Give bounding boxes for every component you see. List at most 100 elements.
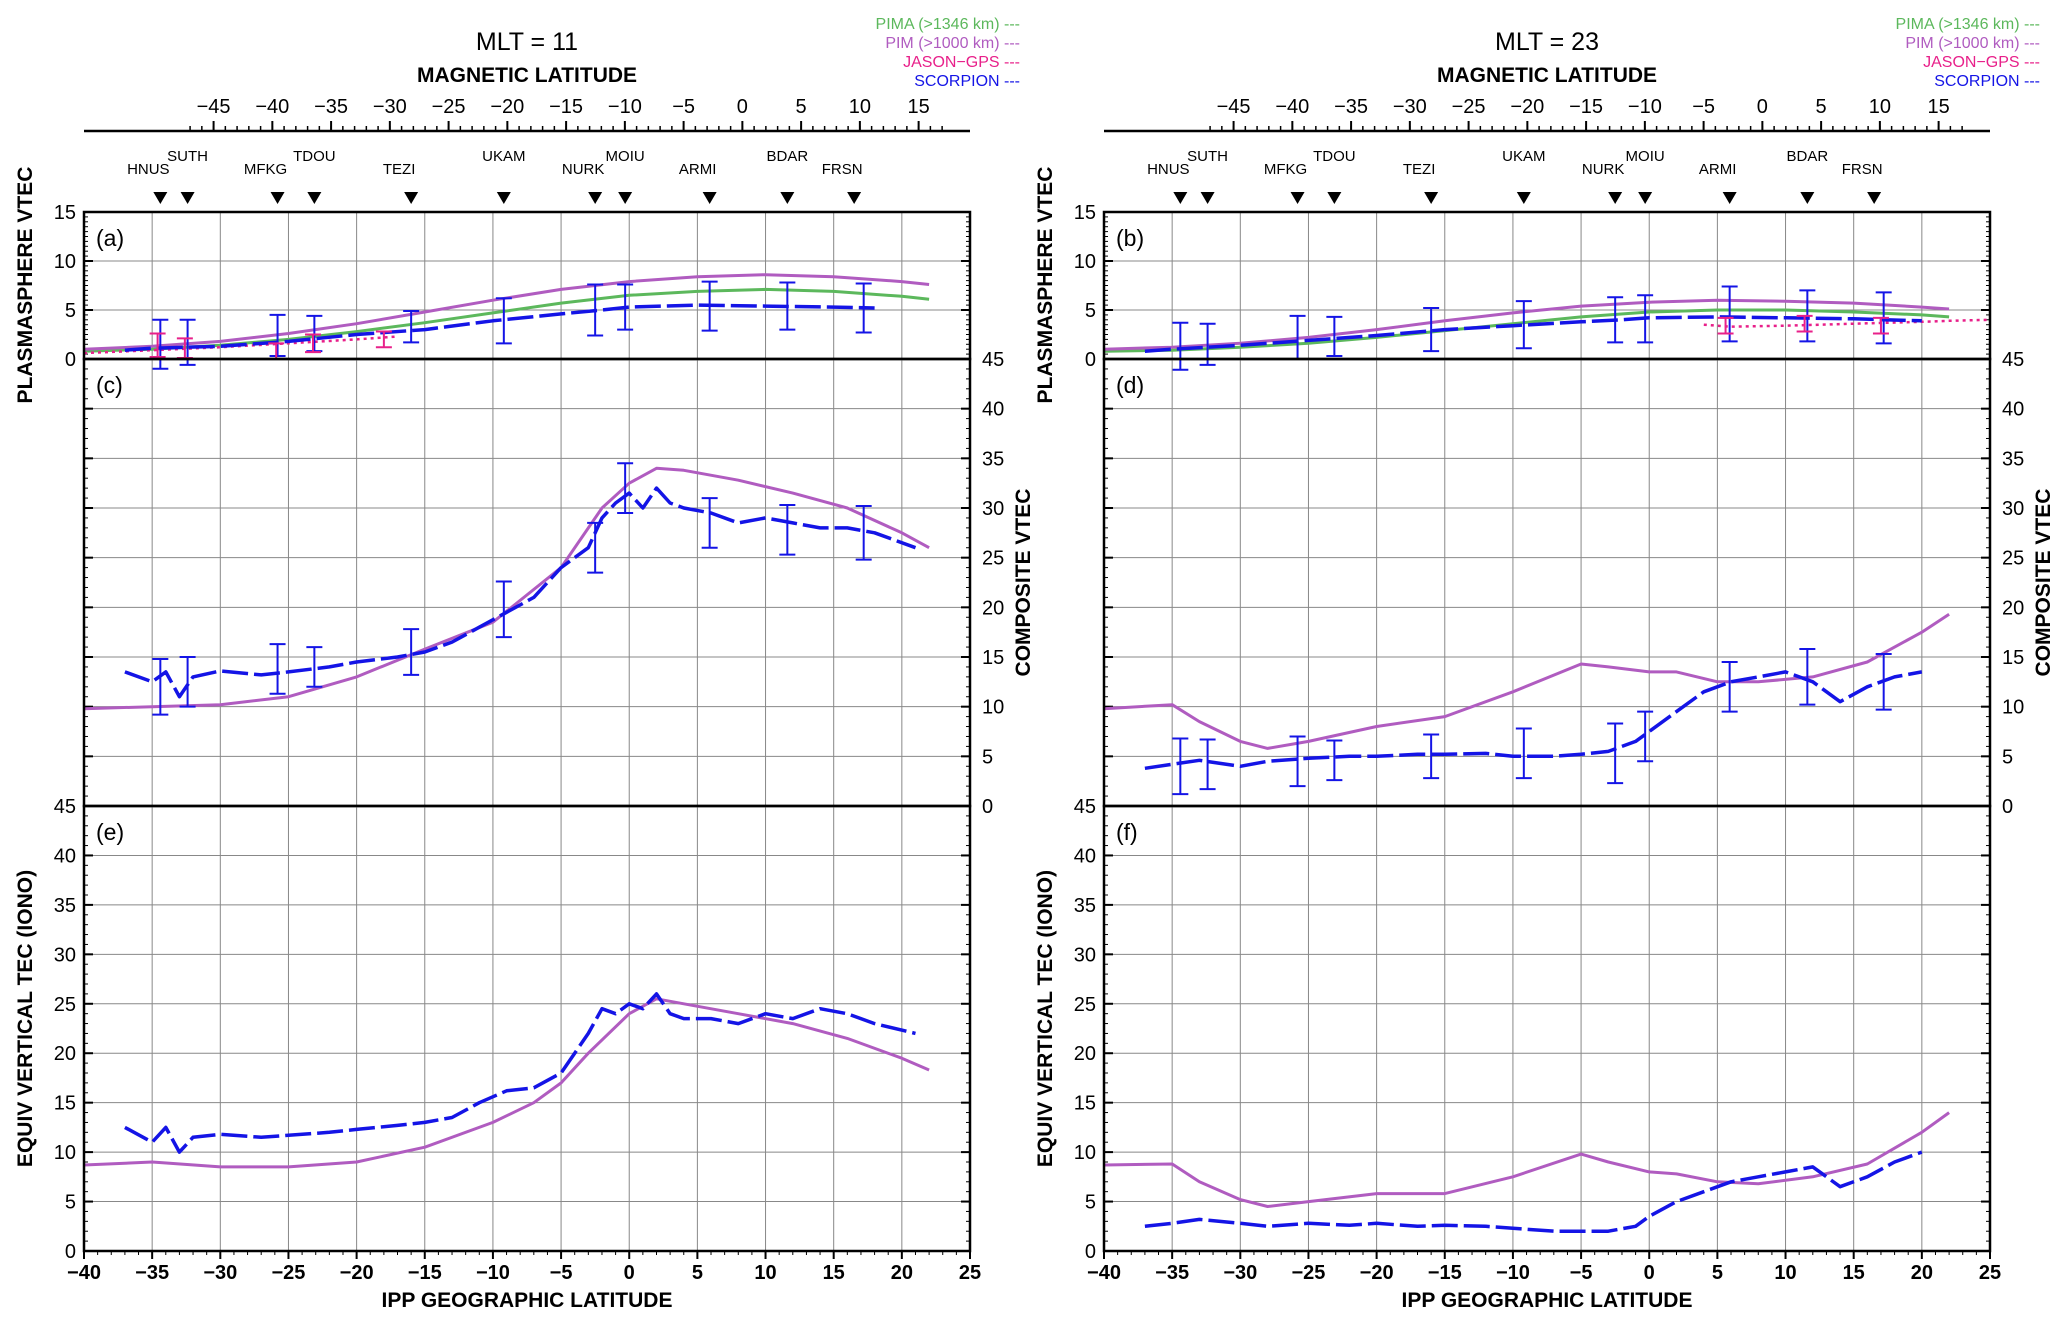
top-axis-tick-label: −25 (1452, 96, 1486, 118)
y-axis-title: PLASMASPHERE VTEC (1034, 167, 1057, 404)
station-label: BDAR (1787, 148, 1829, 165)
y-tick-label: 35 (1074, 895, 1096, 917)
chart-title: MLT = 11 (476, 28, 578, 56)
y-tick-label: 35 (54, 895, 76, 917)
x-tick-label: −35 (135, 1262, 169, 1284)
panel-a: 0 5 10 15 (a) PLASMASPHERE VTEC (14, 167, 972, 403)
top-axis-tick-label: −35 (314, 96, 348, 118)
x-tick-label: 0 (1644, 1262, 1655, 1284)
station-label: TEZI (1403, 161, 1436, 178)
x-tick-label: 25 (959, 1262, 981, 1284)
y-tick-label: 25 (982, 548, 1004, 570)
y-tick-label: 15 (1074, 202, 1096, 224)
y-tick-label: 10 (54, 251, 76, 273)
station-marker-icon (1173, 192, 1188, 204)
x-tick-label: −25 (271, 1262, 305, 1284)
series-line-scorpion (1144, 1150, 1923, 1233)
top-axis-tick-label: 10 (849, 96, 871, 118)
y-tick-label: 10 (1074, 251, 1096, 273)
panel-label: (e) (96, 819, 124, 845)
x-axis-title: IPP GEOGRAPHIC LATITUDE (382, 1289, 673, 1312)
top-axis-tick-label: −10 (608, 96, 642, 118)
y-tick-label: 20 (2002, 597, 2024, 619)
top-axis-tick-label: −45 (197, 96, 231, 118)
legend-entry: JASON−GPS --- (903, 54, 1020, 71)
top-axis-title: MAGNETIC LATITUDE (1437, 64, 1657, 87)
y-tick-label: 30 (54, 944, 76, 966)
x-tick-label: 25 (1979, 1262, 2001, 1284)
y-tick-label: 25 (1074, 994, 1096, 1016)
panel-frame (1102, 210, 1992, 361)
panel-frame (1102, 804, 1992, 1253)
y-tick-label: 45 (1074, 796, 1096, 818)
y-tick-label: 35 (2002, 448, 2024, 470)
y-tick-label: 40 (54, 845, 76, 867)
y-tick-label: 20 (982, 597, 1004, 619)
y-tick-label: 5 (1085, 300, 1096, 322)
top-axis-tick-label: −10 (1628, 96, 1662, 118)
y-tick-label: 5 (2002, 746, 2013, 768)
x-tick-label: 20 (1911, 1262, 1933, 1284)
legend-entry: PIMA (>1346 km) --- (876, 16, 1020, 33)
station-label: ARMI (1699, 161, 1737, 178)
legend-entry: SCORPION --- (1934, 73, 2040, 90)
station-label: ARMI (679, 161, 717, 178)
station-label: TDOU (293, 148, 336, 165)
y-tick-label: 40 (1074, 845, 1096, 867)
series-line-scorpion (1144, 670, 1923, 771)
x-tick-label: 15 (1843, 1262, 1865, 1284)
y-tick-label: 0 (1085, 349, 1096, 371)
x-tick-label: −15 (408, 1262, 442, 1284)
y-tick-label: 0 (65, 1241, 76, 1263)
y-tick-label: 20 (1074, 1043, 1096, 1065)
station-marker-icon (1608, 192, 1623, 204)
series-line-pim-1000-km- (83, 273, 930, 351)
x-tick-label: −10 (1496, 1262, 1530, 1284)
station-marker-icon (180, 192, 195, 204)
station-marker-icon (1327, 192, 1342, 204)
column-right-mlt-23: MLT = 23 PIMA (>1346 km) --- PIM (>1000 km… (1034, 16, 2055, 1312)
panel-label: (c) (96, 372, 123, 398)
panel-label: (a) (96, 225, 124, 251)
panel-label: (d) (1116, 372, 1144, 398)
panel-label: (b) (1116, 225, 1144, 251)
y-tick-label: 25 (54, 994, 76, 1016)
top-axis-tick-label: −45 (1217, 96, 1251, 118)
station-label: HNUS (127, 161, 170, 178)
x-tick-label: −40 (67, 1262, 101, 1284)
station-marker-icon (1516, 192, 1531, 204)
x-tick-label: 20 (891, 1262, 913, 1284)
station-label: NURK (562, 161, 605, 178)
y-tick-label: 30 (982, 498, 1004, 520)
x-tick-label: 0 (624, 1262, 635, 1284)
y-tick-label: 5 (1085, 1192, 1096, 1214)
y-tick-label: 5 (65, 300, 76, 322)
y-tick-label: 15 (54, 1093, 76, 1115)
top-axis-tick-label: 0 (737, 96, 748, 118)
station-marker-icon (702, 192, 717, 204)
x-tick-label: 15 (823, 1262, 845, 1284)
x-tick-label: 5 (1712, 1262, 1723, 1284)
x-tick-label: −30 (1223, 1262, 1257, 1284)
series-line-pim-1000-km- (1103, 613, 1950, 750)
station-label: MOIU (1626, 148, 1665, 165)
series-line-pim-1000-km- (83, 466, 930, 711)
station-label: TDOU (1313, 148, 1356, 165)
top-axis-tick-label: −5 (672, 96, 695, 118)
panel-frame (82, 210, 972, 361)
panel-f: 0 5 10 15 20 25 30 35 40 45 (f) EQUIV VERTICAL TEC … (1034, 796, 1992, 1263)
station-marker-icon (1800, 192, 1815, 204)
y-tick-label: 25 (2002, 548, 2024, 570)
y-tick-label: 40 (982, 399, 1004, 421)
top-axis-tick-label: −15 (549, 96, 583, 118)
panel-c: 0 5 10 15 20 25 30 35 40 45 (c) COMPOSITE VTEC (82, 349, 1035, 818)
station-marker-icon (404, 192, 419, 204)
top-axis-tick-label: 5 (796, 96, 807, 118)
station-marker-icon (1424, 192, 1439, 204)
x-tick-label: −40 (1087, 1262, 1121, 1284)
y-tick-label: 10 (2002, 697, 2024, 719)
y-tick-label: 5 (982, 746, 993, 768)
series-line-pim-1000-km- (1103, 1111, 1950, 1208)
x-axis-title: IPP GEOGRAPHIC LATITUDE (1402, 1289, 1693, 1312)
